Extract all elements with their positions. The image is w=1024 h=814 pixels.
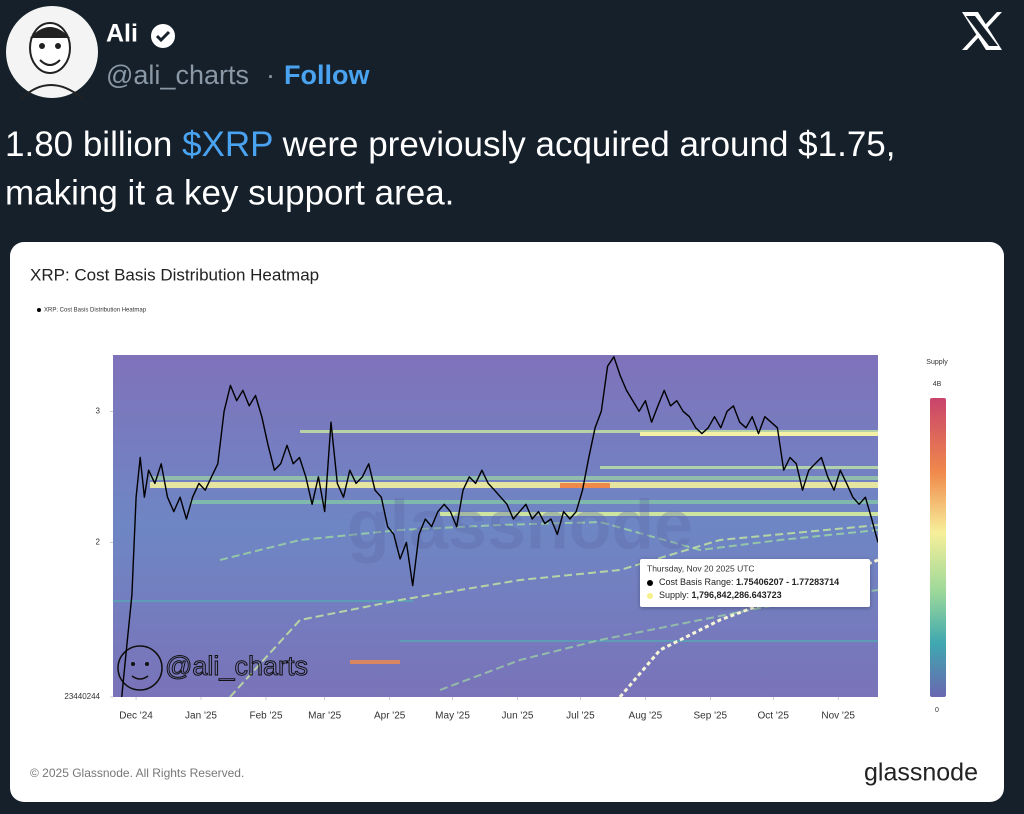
y-tick-label: 23440244 [64, 692, 100, 701]
watermark-text: @ali_charts [165, 651, 308, 681]
colorbar-min: 0 [935, 707, 939, 714]
tooltip: Thursday, Nov 20 2025 UTC Cost Basis Ran… [640, 559, 870, 607]
x-tick-label: Jan '25 [185, 711, 217, 722]
x-tick-label: Mar '25 [308, 711, 341, 722]
brand: glassnode [864, 759, 978, 787]
tooltip-label: Supply: [659, 590, 692, 600]
plot: 23440244 2 3 Dec '24 Jan '25 Feb '25 Mar '25 Ap… [64, 356, 878, 722]
colorbar-title: Supply [926, 359, 948, 366]
x-logo[interactable] [962, 12, 1002, 50]
x-tick-label: Dec '24 [119, 711, 153, 722]
y-tick-label: 2 [96, 538, 101, 547]
x-tick-label: Feb '25 [249, 711, 282, 722]
x-tick-label: Nov '25 [821, 711, 855, 722]
tweet-text: making it a key support area. [5, 173, 454, 212]
tooltip-row: Cost Basis Range: 1.75406207 - 1.7728371… [659, 577, 839, 587]
handle: @ali_charts [106, 60, 249, 90]
copyright: © 2025 Glassnode. All Rights Reserved. [30, 766, 244, 780]
follow-button[interactable]: Follow [284, 60, 370, 90]
svg-text:glassnode: glassnode [347, 485, 693, 563]
tweet-text: 1.80 billion $XRP were previously acquir… [5, 125, 896, 164]
tooltip-label: Cost Basis Range: [659, 577, 736, 587]
tooltip-value: 1.75406207 - 1.77283714 [736, 577, 839, 587]
x-tick-label: Jun '25 [502, 711, 534, 722]
legend-marker [37, 308, 41, 312]
chart-title: XRP: Cost Basis Distribution Heatmap [30, 265, 319, 284]
x-tick-label: May '25 [435, 711, 470, 722]
avatar[interactable] [6, 6, 98, 99]
x-tick-label: Apr '25 [374, 711, 406, 722]
colorbar [930, 398, 946, 697]
x-tick-label: Oct '25 [758, 711, 790, 722]
legend-label: XRP: Cost Basis Distribution Heatmap [44, 308, 147, 314]
tooltip-date: Thursday, Nov 20 2025 UTC [647, 563, 755, 573]
watermark: @ali_charts [117, 645, 308, 691]
tooltip-value: 1,796,842,286.643723 [692, 590, 782, 600]
text-part: 1.80 billion [5, 125, 182, 164]
x-tick-label: Sep '25 [694, 711, 728, 722]
verified-badge [151, 24, 175, 48]
tooltip-row: Supply: 1,796,842,286.643723 [659, 590, 782, 600]
x-tick-label: Jul '25 [566, 711, 595, 722]
y-tick-label: 3 [96, 406, 101, 415]
price-line [121, 356, 878, 697]
colorbar-max: 4B [933, 381, 942, 388]
author: Ali [106, 20, 138, 48]
cashtag[interactable]: $XRP [182, 125, 273, 164]
x-tick-label: Aug '25 [629, 711, 663, 722]
separator: · [266, 60, 275, 90]
text-part: were previously acquired around $1.75, [273, 125, 896, 164]
heatmap: glassnode [113, 355, 879, 698]
